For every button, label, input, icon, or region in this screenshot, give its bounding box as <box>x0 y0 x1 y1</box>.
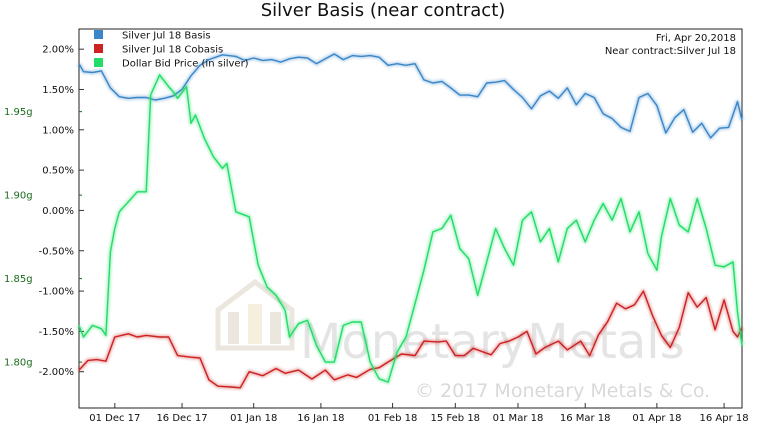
left-axis-tick-label: -1.50% <box>39 327 74 338</box>
x-axis-tick-label: 01 Mar 18 <box>493 413 544 424</box>
x-axis-tick-label: 16 Dec 17 <box>156 413 207 424</box>
plot-area <box>78 28 743 409</box>
x-axis-tick-label: 01 Apr 18 <box>632 413 681 424</box>
legend-swatch <box>94 58 103 67</box>
right-axis-tick-label: 1.80g <box>4 358 33 369</box>
x-axis-tick-label: 16 Apr 18 <box>700 413 749 424</box>
left-axis-tick-label: -2.00% <box>39 367 74 378</box>
x-axis-tick-label: 01 Feb 18 <box>368 413 418 424</box>
legend-swatch <box>94 44 103 53</box>
x-axis-tick-label: 15 Feb 18 <box>431 413 481 424</box>
left-axis-tick-label: 1.00% <box>42 125 74 136</box>
series-line-1 <box>78 290 743 389</box>
left-axis-tick-label: 0.50% <box>42 166 74 177</box>
legend: Silver Jul 18 Basis Silver Jul 18 Cobasis… <box>94 30 249 70</box>
annotation-contract: Near contract:Silver Jul 18 <box>605 46 736 57</box>
right-axis-tick-label: 1.90g <box>4 191 33 202</box>
legend-label: Silver Jul 18 Basis <box>122 31 211 42</box>
x-axis-tick-label: 01 Dec 17 <box>89 413 140 424</box>
x-axis-tick-label: 16 Mar 18 <box>560 413 611 424</box>
axes: 2.00% 1.50% 1.00% 0.50% 0.00% -0.50% -1.00% -1.… <box>4 45 749 424</box>
series-lines <box>77 52 744 390</box>
left-axis-tick-label: -1.00% <box>39 287 74 298</box>
series-line-2 <box>78 74 743 383</box>
x-axis-tick-label: 16 Jan 18 <box>297 413 344 424</box>
legend-label: Dollar Bid Price (in silver) <box>122 59 249 70</box>
annotation: Fri, Apr 20,2018 Near contract:Silver Ju… <box>605 33 736 57</box>
watermark: MonetaryMetals © 2017 Monetary Metals & … <box>215 278 710 402</box>
x-axis-tick-label: 01 Jan 18 <box>230 413 277 424</box>
watermark-copyright: © 2017 Monetary Metals & Co. <box>415 380 710 402</box>
legend-label: Silver Jul 18 Cobasis <box>122 45 223 56</box>
left-axis-tick-label: 1.50% <box>42 85 74 96</box>
series-line-0 <box>78 53 743 139</box>
right-axis-tick-label: 1.95g <box>4 107 33 118</box>
left-axis-tick-label: -0.50% <box>39 246 74 257</box>
right-axis-tick-label: 1.85g <box>4 274 33 285</box>
annotation-date: Fri, Apr 20,2018 <box>656 33 736 44</box>
left-axis-tick-label: 2.00% <box>42 45 74 56</box>
legend-swatch <box>94 30 103 39</box>
left-axis-tick-label: 0.00% <box>42 206 74 217</box>
chart-title: Silver Basis (near contract) <box>261 0 506 21</box>
watermark-logo-icon <box>215 278 295 351</box>
